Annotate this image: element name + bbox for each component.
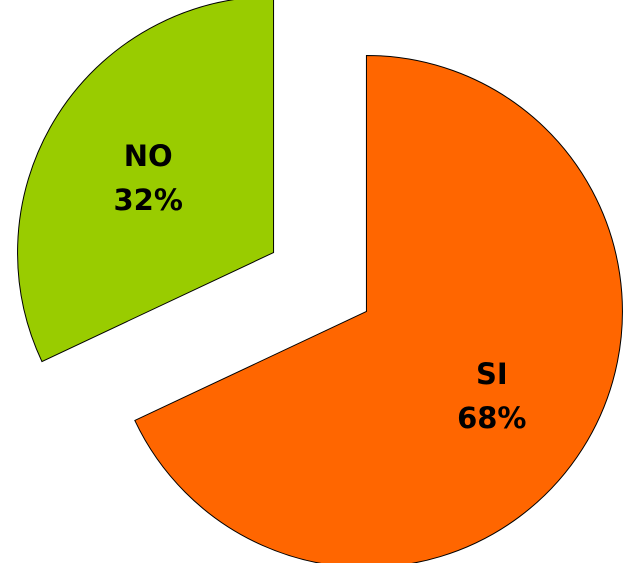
slice-value-label-no: 32%: [113, 183, 182, 217]
pie-slice-no: [17, 0, 275, 363]
slice-value-label-si: 68%: [457, 401, 526, 435]
slice-label-no: NO: [124, 139, 173, 173]
slice-label-si: SI: [476, 357, 508, 391]
labels-layer: SI 68% NO 32%: [113, 139, 526, 435]
slices-layer: [17, 0, 623, 563]
pie-slice-si: [134, 54, 623, 563]
